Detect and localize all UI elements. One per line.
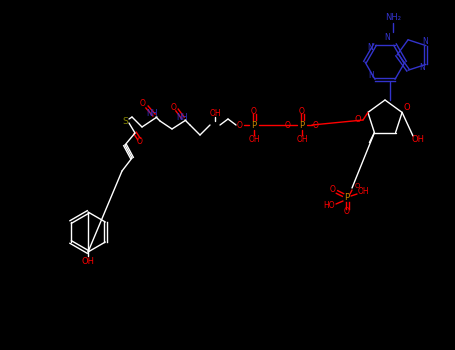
- Text: NH: NH: [176, 112, 188, 121]
- Text: O: O: [171, 103, 177, 112]
- Text: O: O: [313, 120, 319, 130]
- Text: P: P: [252, 120, 257, 130]
- Text: N: N: [367, 43, 373, 52]
- Text: HO: HO: [323, 202, 335, 210]
- Text: N: N: [384, 34, 390, 42]
- Text: OH: OH: [81, 257, 95, 266]
- Text: N: N: [368, 70, 374, 79]
- Text: O: O: [237, 120, 243, 130]
- Text: O: O: [355, 116, 361, 125]
- Text: O: O: [354, 183, 360, 189]
- Text: OH: OH: [411, 135, 425, 145]
- Text: O: O: [140, 98, 146, 107]
- Text: N: N: [419, 63, 425, 72]
- Text: O: O: [330, 186, 336, 195]
- Text: O: O: [251, 106, 257, 116]
- Text: S: S: [122, 117, 128, 126]
- Text: N: N: [422, 37, 428, 47]
- Text: NH: NH: [146, 108, 158, 118]
- Text: O: O: [344, 208, 350, 217]
- Text: O: O: [137, 138, 143, 147]
- Text: P: P: [344, 194, 349, 203]
- Text: OH: OH: [357, 188, 369, 196]
- Text: O: O: [285, 120, 291, 130]
- Text: O: O: [404, 104, 410, 112]
- Text: O: O: [299, 106, 305, 116]
- Text: OH: OH: [248, 134, 260, 144]
- Text: P: P: [299, 120, 304, 130]
- Text: NH₂: NH₂: [385, 14, 401, 22]
- Text: OH: OH: [209, 108, 221, 118]
- Text: OH: OH: [296, 134, 308, 144]
